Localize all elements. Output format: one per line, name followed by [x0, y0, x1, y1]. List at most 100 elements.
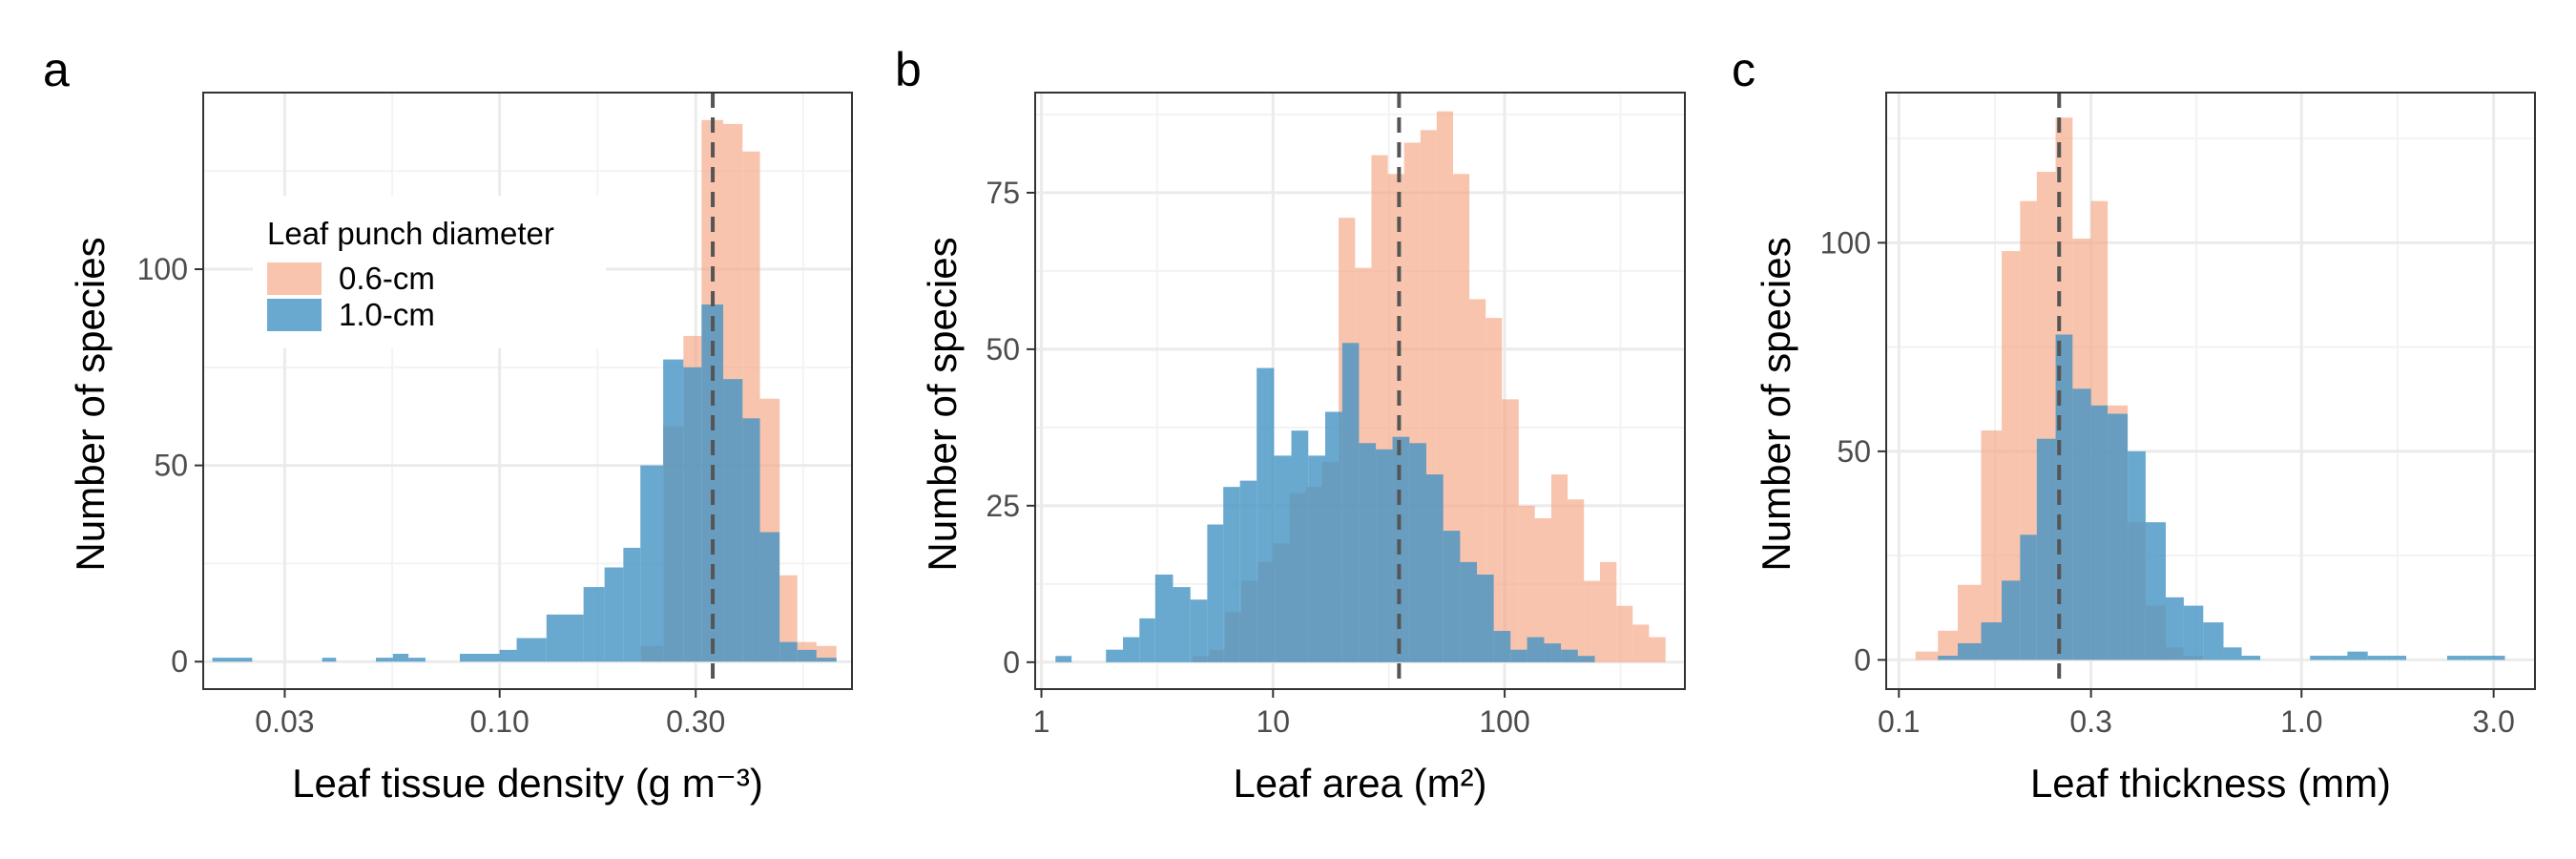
histogram-bar [1207, 524, 1224, 662]
histogram-bar [2020, 534, 2037, 660]
histogram-bar [2466, 656, 2486, 660]
panel-border [1034, 92, 1686, 690]
histogram-bar [2223, 647, 2242, 660]
histogram-bar [2002, 251, 2021, 660]
histogram-bar [2002, 580, 2021, 660]
histogram-bar [2386, 656, 2407, 660]
histogram-bar [1139, 618, 1155, 662]
histogram-bar [1550, 474, 1568, 662]
histogram-bar [1392, 436, 1410, 662]
y-axis-title: Number of species [920, 237, 965, 571]
histogram-bar [1477, 574, 1494, 662]
x-tick-label: 1 [1033, 704, 1050, 739]
x-axis-title: Leaf area (m²) [1233, 761, 1486, 806]
panel-a: 0.03 0.10 0.30 0 50 100 a Number of species Leaf… [43, 43, 853, 806]
histogram-bar [2036, 438, 2056, 660]
panel-border [202, 92, 853, 690]
histogram-bar [459, 653, 481, 662]
histogram-bar [1409, 443, 1426, 662]
histogram-bar [1568, 499, 1585, 662]
x-axis-title-text: Leaf thickness (mm) [2030, 761, 2391, 806]
histogram-bar [2485, 656, 2505, 660]
histogram-bar [1957, 642, 1982, 660]
x-tick-label: 0.03 [255, 704, 314, 739]
histogram-bar [1190, 599, 1208, 662]
x-tick-label: 3.0 [2472, 704, 2514, 739]
panel-c: 0.1 0.3 1.0 3.0 0 50 100 c Number of species Leaf… [1732, 43, 2536, 806]
histogram-bar [1173, 587, 1191, 662]
histogram-bar [1493, 631, 1511, 662]
histogram-bar [604, 567, 624, 662]
histogram-bar [408, 658, 426, 662]
histogram-bar [1534, 517, 1551, 662]
histogram-bar [2090, 405, 2109, 660]
histogram-bar [1510, 649, 1527, 662]
panel-letter: c [1732, 43, 1755, 96]
x-tick-label: 10 [1257, 704, 1291, 739]
histogram-bar [1915, 651, 1939, 660]
histogram-bar [1544, 643, 1562, 662]
histogram-bar [663, 359, 684, 662]
x-axis-title-text: Leaf tissue density [292, 761, 624, 806]
x-tick-label: 0.1 [1878, 704, 1920, 739]
x-tick-label: 0.30 [666, 704, 725, 739]
histogram-bar [2183, 605, 2204, 660]
histogram-bar [1649, 637, 1666, 662]
histogram-bar [723, 379, 743, 662]
histogram-bar [1376, 449, 1393, 662]
x-axis-title-text: Leaf area [1233, 761, 1402, 806]
panel-border [1885, 92, 2536, 690]
histogram-bar [640, 465, 664, 662]
histogram-bar [2128, 450, 2146, 660]
histogram-bar [1460, 561, 1478, 662]
histogram-bar [583, 587, 605, 662]
histogram-bar [1981, 622, 2003, 660]
histogram-bar [1291, 430, 1309, 662]
histogram-bar [2446, 656, 2467, 660]
histogram-bar [701, 304, 724, 662]
panel-b: 1 10 100 0 25 50 75 b Number of species Leaf area… [895, 43, 1686, 806]
y-tick-label: 25 [986, 489, 1020, 523]
histogram-bar [1938, 630, 1958, 660]
histogram-bar [797, 649, 817, 662]
histogram-bar [779, 575, 798, 662]
panel-letter: b [895, 43, 922, 96]
legend-label: 0.6-cm [339, 261, 435, 296]
histogram-bar [759, 532, 780, 662]
histogram-bar [1308, 455, 1326, 662]
series-1.0-cm [1055, 343, 1595, 662]
x-tick-label: 0.10 [470, 704, 530, 739]
y-tick-label: 100 [137, 252, 188, 286]
histogram-bar [1359, 443, 1377, 662]
histogram-bar [1425, 474, 1444, 662]
histogram-bar [1584, 580, 1601, 662]
histogram-bar [816, 645, 837, 662]
histogram-bar [1502, 399, 1519, 662]
histogram-bar [1341, 343, 1360, 662]
y-axis-title: Number of species [1754, 237, 1798, 571]
histogram-bar [322, 658, 337, 662]
histogram-bar [480, 653, 500, 662]
histogram-bar [1632, 624, 1650, 662]
y-tick-label: 75 [986, 176, 1020, 210]
legend-key [267, 262, 322, 295]
y-axis-title: Number of species [68, 237, 113, 571]
histogram-bar [2203, 622, 2224, 660]
histogram-bar [1106, 649, 1124, 662]
histogram-bar [623, 547, 641, 662]
x-axis-title-unit: (g m⁻³) [635, 761, 763, 806]
y-tick-label: 0 [1854, 642, 1871, 677]
histogram-bar [1239, 480, 1257, 662]
histogram-bar [212, 658, 253, 662]
series-1.0-cm [212, 304, 837, 662]
x-axis-title: Leaf tissue density (g m⁻³) [292, 761, 763, 806]
histogram-bar [1600, 561, 1617, 662]
histogram-bar [376, 658, 393, 662]
histogram-bar [2145, 522, 2166, 660]
histogram-bar [1154, 574, 1174, 662]
y-tick-label: 50 [986, 332, 1020, 367]
x-tick-label: 1.0 [2280, 704, 2322, 739]
x-axis-title: Leaf thickness (mm) [2030, 761, 2391, 806]
y-tick-label: 0 [171, 644, 188, 679]
